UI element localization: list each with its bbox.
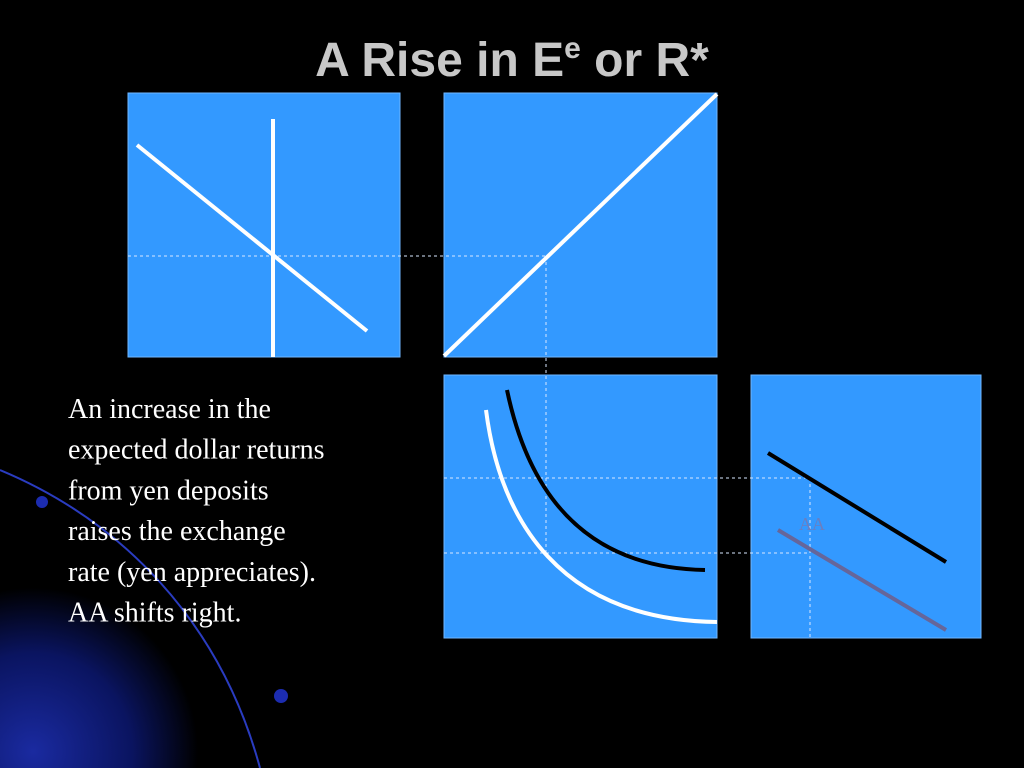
axis-label: $/¥	[396, 402, 419, 422]
title-text: or R*	[581, 34, 709, 87]
axis-label: R	[104, 102, 118, 122]
axis-label: M/P	[356, 376, 389, 396]
body-line: rate (yen appreciates).	[68, 557, 316, 588]
foreign-exchange-panel	[443, 374, 718, 639]
axis-label: R	[422, 104, 436, 124]
aa-panel	[750, 374, 982, 639]
axis-label: Y1	[805, 657, 827, 677]
body-text: An increase in the expected dollar return…	[68, 394, 325, 629]
body-line: expected dollar returns	[68, 435, 325, 466]
body-line: raises the exchange	[68, 516, 286, 547]
title-superscript: e	[564, 32, 581, 65]
aa-curve-old	[776, 528, 948, 632]
axis-label: E2	[413, 471, 434, 491]
aa-curve-new	[766, 451, 948, 564]
background-swirl	[0, 440, 330, 768]
axis-label: E1	[405, 547, 426, 567]
money-demand-line	[135, 143, 369, 333]
money-market-panel	[127, 92, 401, 358]
curve-label: AA	[799, 514, 825, 534]
body-line: An increase in the	[68, 394, 271, 425]
swirl-dot	[36, 496, 48, 508]
axis-label: R	[738, 325, 752, 345]
expected-return-curve-old	[484, 409, 718, 624]
swirl-line	[0, 469, 261, 768]
body-line: from yen deposits	[68, 475, 269, 506]
expected-return-curve-new	[505, 389, 706, 572]
45-degree-line	[442, 92, 719, 358]
axis-label: R	[696, 650, 710, 670]
body-line: AA shifts right.	[68, 598, 241, 629]
title-text: A Rise in E	[315, 34, 564, 87]
slide-title: A Rise in Ee or R*	[315, 32, 709, 87]
swirl-dot	[274, 689, 288, 703]
